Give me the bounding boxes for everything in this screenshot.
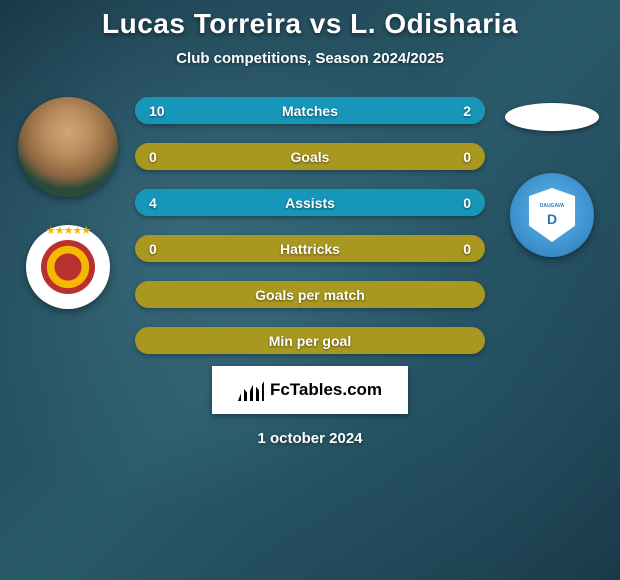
- stat-row: Goals0 0: [135, 143, 485, 170]
- right-player-photo: [505, 103, 599, 131]
- stat-left-value: 0: [149, 241, 157, 257]
- left-player-photo: [18, 97, 118, 197]
- left-club-stars: ★★★★★: [35, 224, 101, 237]
- right-side: DAUGAVA D: [497, 97, 607, 257]
- stat-row: Min per goal: [135, 327, 485, 354]
- right-club-letter: D: [547, 211, 557, 227]
- stat-label: Assists: [135, 195, 485, 211]
- comparison-title: Lucas Torreira vs L. Odisharia: [102, 8, 518, 40]
- stat-right-value: 2: [463, 103, 471, 119]
- stat-left-value: 4: [149, 195, 157, 211]
- stat-label: Goals: [135, 149, 485, 165]
- stat-row: Assists4 0: [135, 189, 485, 216]
- stat-right-value: 0: [463, 149, 471, 165]
- right-club-logo: DAUGAVA D: [510, 173, 594, 257]
- stat-left-value: 10: [149, 103, 165, 119]
- stat-row: Goals per match: [135, 281, 485, 308]
- stat-bars: Matches102Goals00Assists40Hattricks00Goa…: [135, 97, 485, 354]
- stat-label: Matches: [135, 103, 485, 119]
- stat-row: Hattricks0 0: [135, 235, 485, 262]
- footer-brand-box: FcTables.com: [212, 366, 408, 414]
- footer-brand-icon: [238, 379, 264, 401]
- stat-row: Matches10 2: [135, 97, 485, 124]
- stat-label: Min per goal: [135, 333, 485, 349]
- footer-brand-text: FcTables.com: [270, 380, 382, 400]
- right-club-text: DAUGAVA: [540, 203, 565, 209]
- content-wrapper: Lucas Torreira vs L. Odisharia Club comp…: [0, 0, 620, 580]
- stat-label: Hattricks: [135, 241, 485, 257]
- stat-right-value: 0: [463, 195, 471, 211]
- left-club-logo: ★★★★★: [26, 225, 110, 309]
- stat-right-value: 0: [463, 241, 471, 257]
- season-subtitle: Club competitions, Season 2024/2025: [176, 50, 444, 67]
- main-row: ★★★★★ Matches102Goals00Assists40Hattrick…: [0, 97, 620, 354]
- stat-left-value: 0: [149, 149, 157, 165]
- left-side: ★★★★★: [13, 97, 123, 309]
- stat-label: Goals per match: [135, 287, 485, 303]
- date-text: 1 october 2024: [257, 430, 362, 447]
- left-club-badge: ★★★★★: [41, 240, 95, 294]
- right-club-shield: DAUGAVA D: [529, 188, 575, 242]
